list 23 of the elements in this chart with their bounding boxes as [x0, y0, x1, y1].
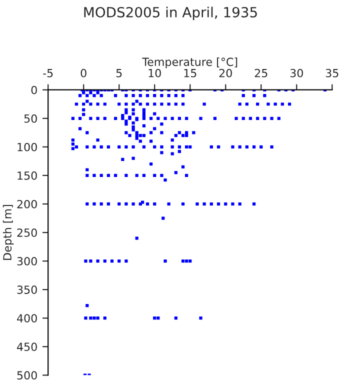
- y-axis-title: Depth [m]: [2, 205, 14, 260]
- y-tick-label: 350: [17, 286, 37, 294]
- y-tick-label: 200: [17, 200, 37, 208]
- y-tick-label: 450: [17, 342, 37, 352]
- x-tick-label: 0: [80, 68, 86, 78]
- y-tick-label: 300: [17, 257, 37, 266]
- x-tick-label: 15: [184, 69, 196, 78]
- x-tick-label: -5: [43, 69, 53, 78]
- y-tick-label: 50: [24, 114, 37, 123]
- y-tick-label: 150: [18, 171, 37, 180]
- x-tick-label: 25: [254, 68, 268, 78]
- y-tick-label: 500: [17, 371, 37, 380]
- x-axis-title: Temperature [°C]: [142, 57, 238, 68]
- y-tick-label: 0: [31, 86, 37, 94]
- x-tick-label: 10: [148, 68, 161, 78]
- x-tick-label: 30: [290, 68, 303, 78]
- chart-title: MODS2005 in April, 1935: [84, 6, 257, 20]
- x-tick-label: 5: [116, 69, 122, 78]
- y-tick-label: 250: [17, 228, 37, 237]
- x-tick-label: 20: [219, 68, 232, 78]
- y-tick-label: 100: [18, 142, 37, 152]
- y-tick-label: 400: [17, 314, 37, 322]
- x-tick-label: 35: [326, 68, 338, 78]
